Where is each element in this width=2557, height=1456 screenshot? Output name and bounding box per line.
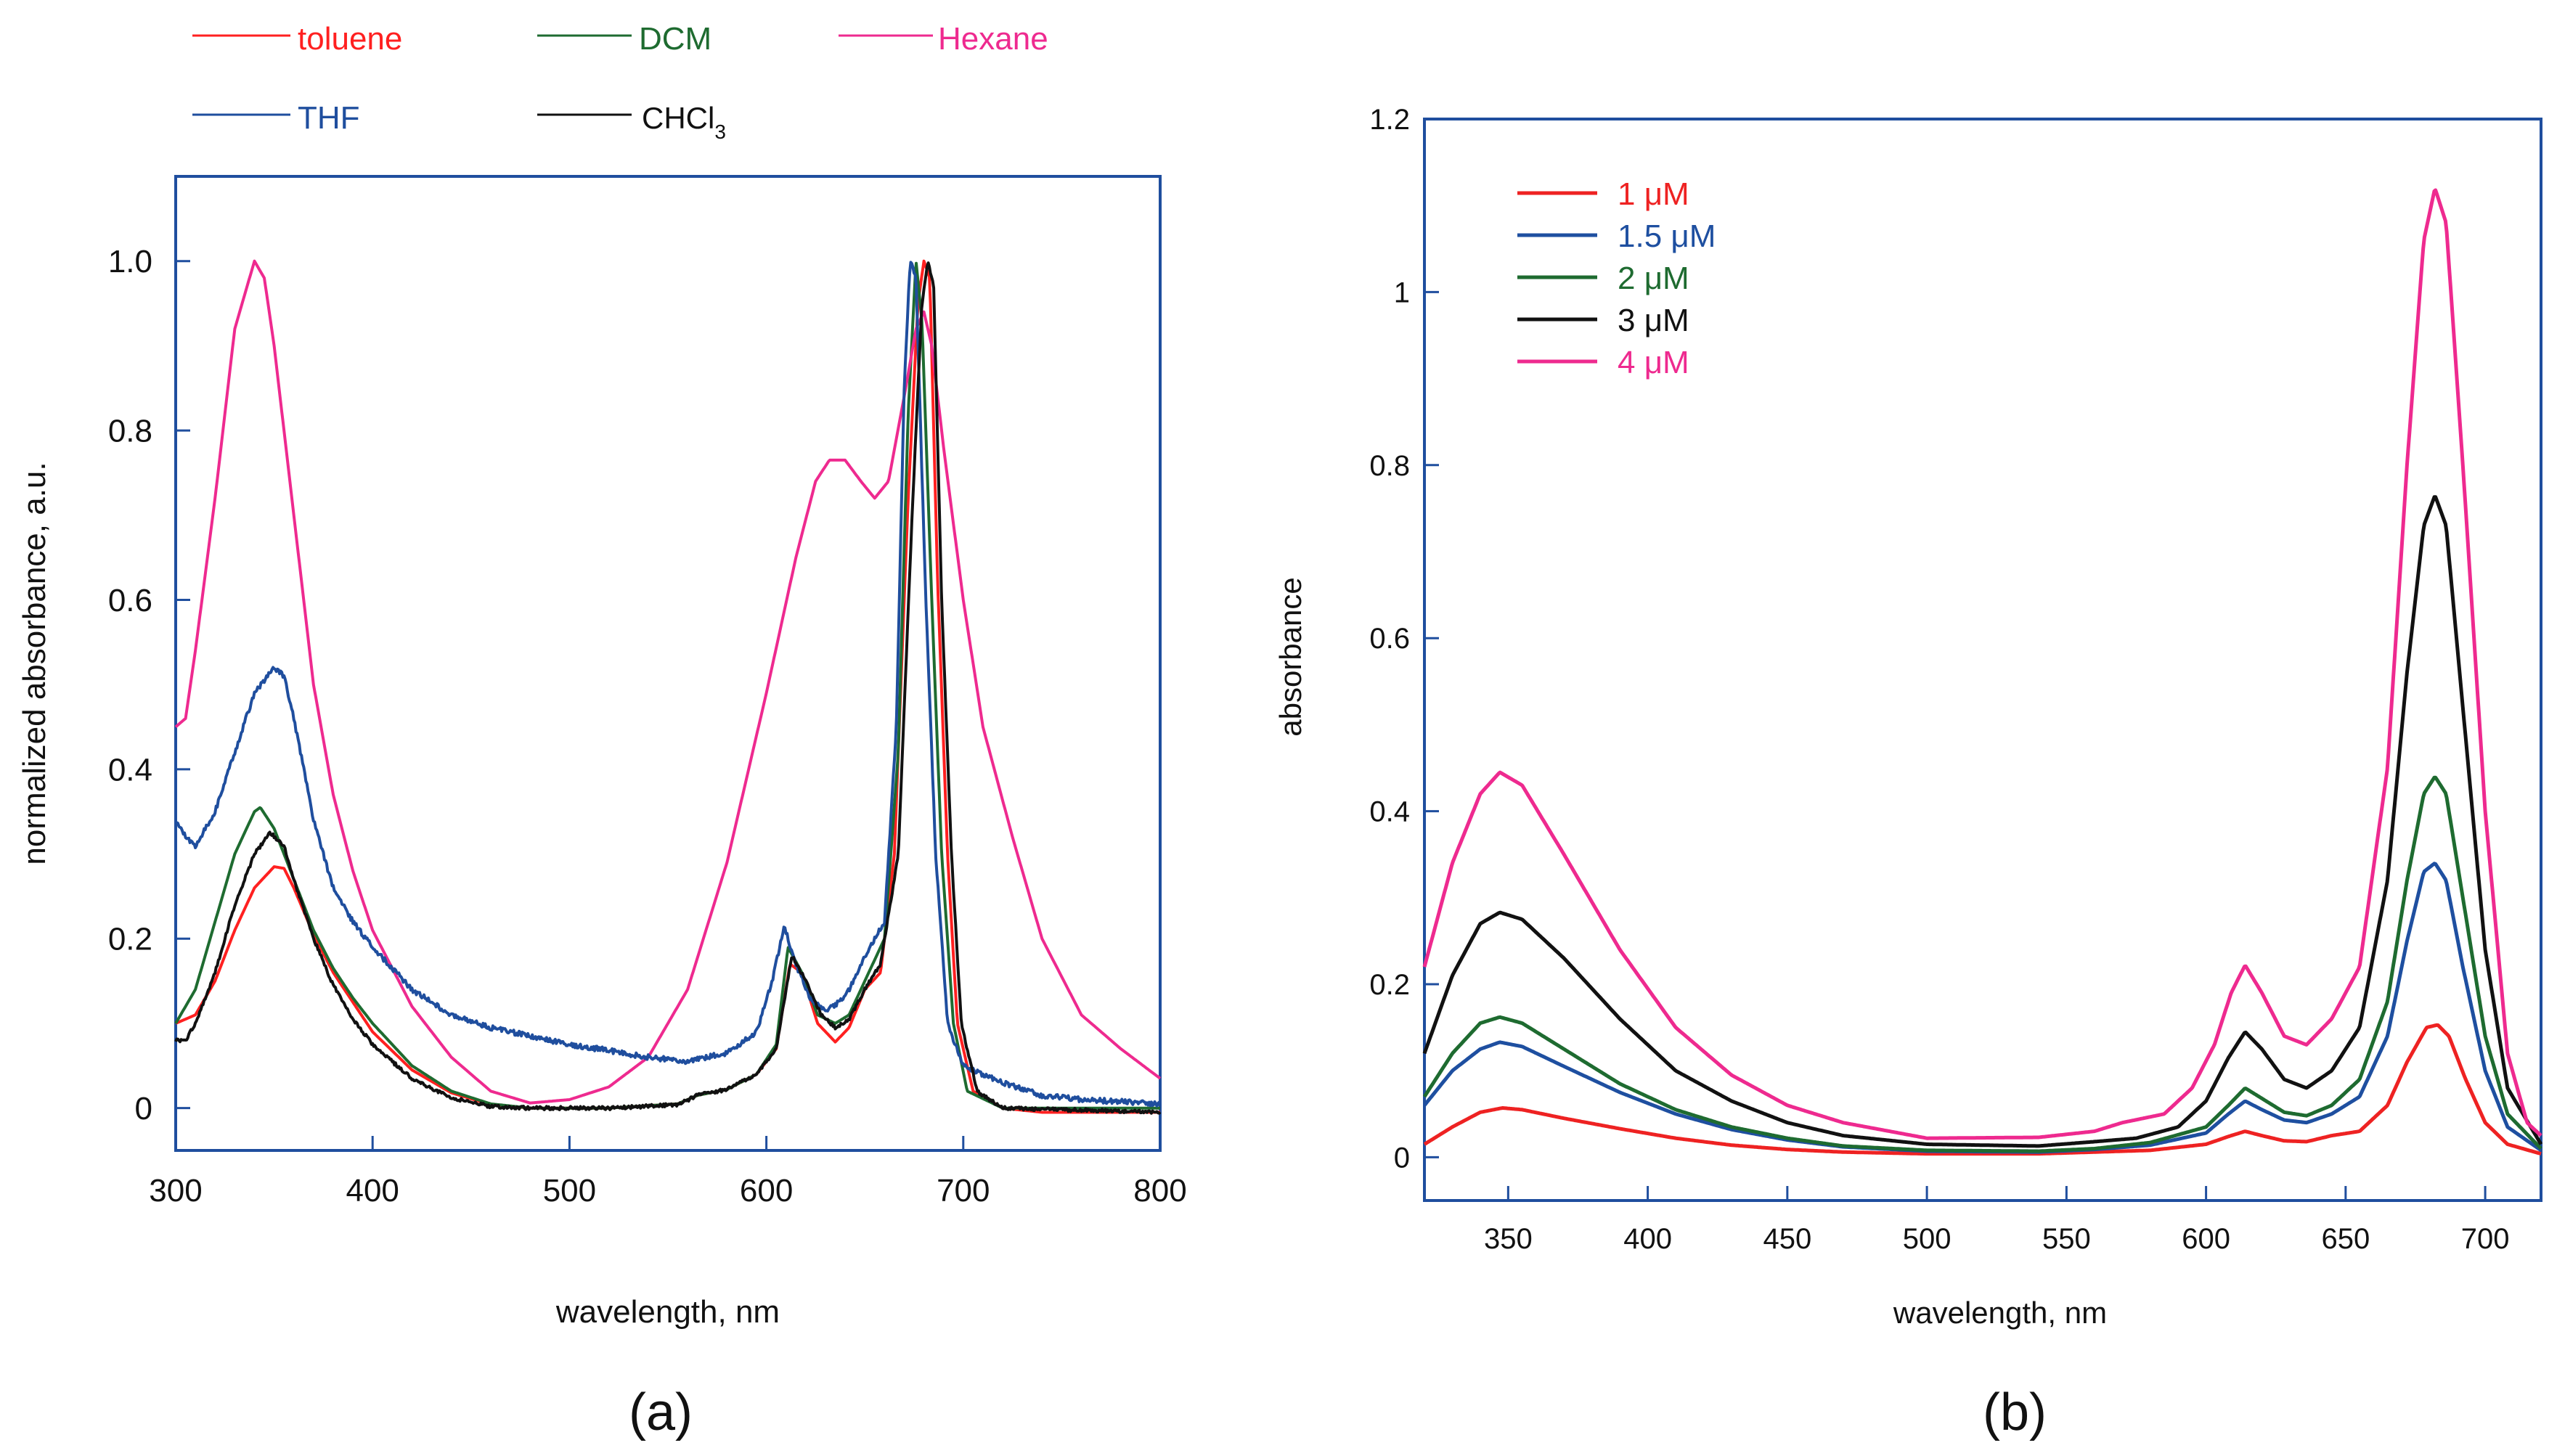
a-ytick-label-0: 0 [135, 1091, 152, 1126]
b-ytick-label-0: 0 [1394, 1142, 1410, 1174]
panel-label-a: (a) [629, 1383, 693, 1441]
a-xtick-label-500: 500 [543, 1173, 596, 1208]
b-ytick-label-4: 0.8 [1369, 450, 1410, 482]
a-xtick-label-300: 300 [149, 1173, 202, 1208]
b-ytick-label-5: 1 [1394, 277, 1410, 308]
b-xtick-label-650: 650 [2321, 1223, 2370, 1255]
legend-a: toluene DCM Hexane THF CHCl3 [192, 21, 1048, 143]
a-xtick-label-800: 800 [1133, 1173, 1186, 1208]
b-ytick-label-3: 0.6 [1369, 623, 1410, 655]
x-axis-label-a: wavelength, nm [555, 1294, 780, 1330]
legend-a-dcm: DCM [537, 21, 711, 57]
b-ytick-label-6: 1.2 [1369, 104, 1410, 136]
a-xtick-label-700: 700 [937, 1173, 990, 1208]
legend-b-1um-label: 1 μM [1618, 176, 1689, 212]
b-series-4-um [1422, 188, 2542, 1140]
x-axis-label-b: wavelength, nm [1893, 1296, 2107, 1330]
legend-a-toluene-label: toluene [298, 21, 402, 57]
b-series-3-um [1422, 495, 2543, 1148]
b-ytick-label-2: 0.4 [1369, 796, 1410, 828]
legend-a-thf: THF [192, 100, 360, 136]
legend-b: 1 μM 1.5 μM 2 μM 3 μM 4 μM [1517, 176, 1716, 380]
a-ytick-label-5: 1.0 [108, 244, 152, 279]
a-series-hexane [174, 259, 1162, 1105]
legend-a-toluene: toluene [192, 21, 402, 57]
legend-b-4um: 4 μM [1517, 345, 1689, 380]
a-series-chcl3 [174, 261, 1162, 1115]
y-axis-label-b: absorbance [1273, 577, 1308, 737]
legend-a-chcl3: CHCl3 [537, 101, 726, 143]
legend-a-chcl3-label: CHCl3 [642, 101, 726, 143]
b-xtick-label-450: 450 [1763, 1223, 1811, 1255]
curves-a [174, 259, 1162, 1115]
legend-a-thf-label: THF [298, 100, 360, 136]
axes-a: 300 400 500 600 700 800 0 0.2 0.4 0.6 0.8 1.0 [108, 244, 1187, 1208]
a-series-thf [175, 261, 1162, 1108]
legend-b-1um: 1 μM [1517, 176, 1689, 212]
legend-b-2um: 2 μM [1517, 261, 1689, 296]
curves-b [1422, 188, 2543, 1156]
legend-b-1-5um-label: 1.5 μM [1618, 218, 1716, 254]
a-ytick-label-4: 0.8 [108, 413, 152, 449]
legend-a-hexane-label: Hexane [938, 21, 1048, 57]
b-ytick-label-1: 0.2 [1369, 969, 1410, 1001]
a-xtick-label-400: 400 [346, 1173, 399, 1208]
plot-frame-b [1423, 118, 2542, 1202]
legend-a-dcm-label: DCM [639, 21, 711, 57]
a-ytick-label-1: 0.2 [108, 922, 152, 957]
legend-b-2um-label: 2 μM [1618, 261, 1689, 296]
y-axis-label-a: normalized absorbance, a.u. [17, 462, 52, 864]
b-xtick-label-700: 700 [2461, 1223, 2510, 1255]
b-xtick-label-350: 350 [1484, 1223, 1533, 1255]
a-ytick-label-3: 0.6 [108, 583, 152, 618]
panel-b: 350 400 450 500 550 600 650 700 0 0.2 0.4 0.6 0.8 1 1.… [1273, 104, 2543, 1441]
b-xtick-label-550: 550 [2042, 1223, 2091, 1255]
b-xtick-label-400: 400 [1623, 1223, 1672, 1255]
axes-b: 350 400 450 500 550 600 650 700 0 0.2 0.4 0.6 0.8 1 1.… [1369, 104, 2509, 1255]
b-series-2-um [1422, 775, 2542, 1153]
legend-a-hexane: Hexane [839, 21, 1048, 57]
legend-b-4um-label: 4 μM [1618, 345, 1689, 380]
legend-b-1-5um: 1.5 μM [1517, 218, 1716, 254]
panel-label-b: (b) [1983, 1383, 2047, 1441]
b-series-1-um [1423, 1023, 2542, 1156]
b-xtick-label-600: 600 [2182, 1223, 2230, 1255]
b-series-1-5-um [1423, 862, 2542, 1154]
a-series-toluene [175, 259, 1161, 1114]
legend-b-3um-label: 3 μM [1618, 303, 1689, 338]
a-xtick-label-600: 600 [740, 1173, 793, 1208]
plot-frame-a [174, 175, 1162, 1152]
b-xtick-label-500: 500 [1903, 1223, 1952, 1255]
legend-b-3um: 3 μM [1517, 303, 1689, 338]
panel-a: toluene DCM Hexane THF CHCl3 300 400 500 60… [17, 21, 1187, 1441]
a-series-dcm [174, 261, 1161, 1110]
a-ytick-label-2: 0.4 [108, 752, 152, 788]
